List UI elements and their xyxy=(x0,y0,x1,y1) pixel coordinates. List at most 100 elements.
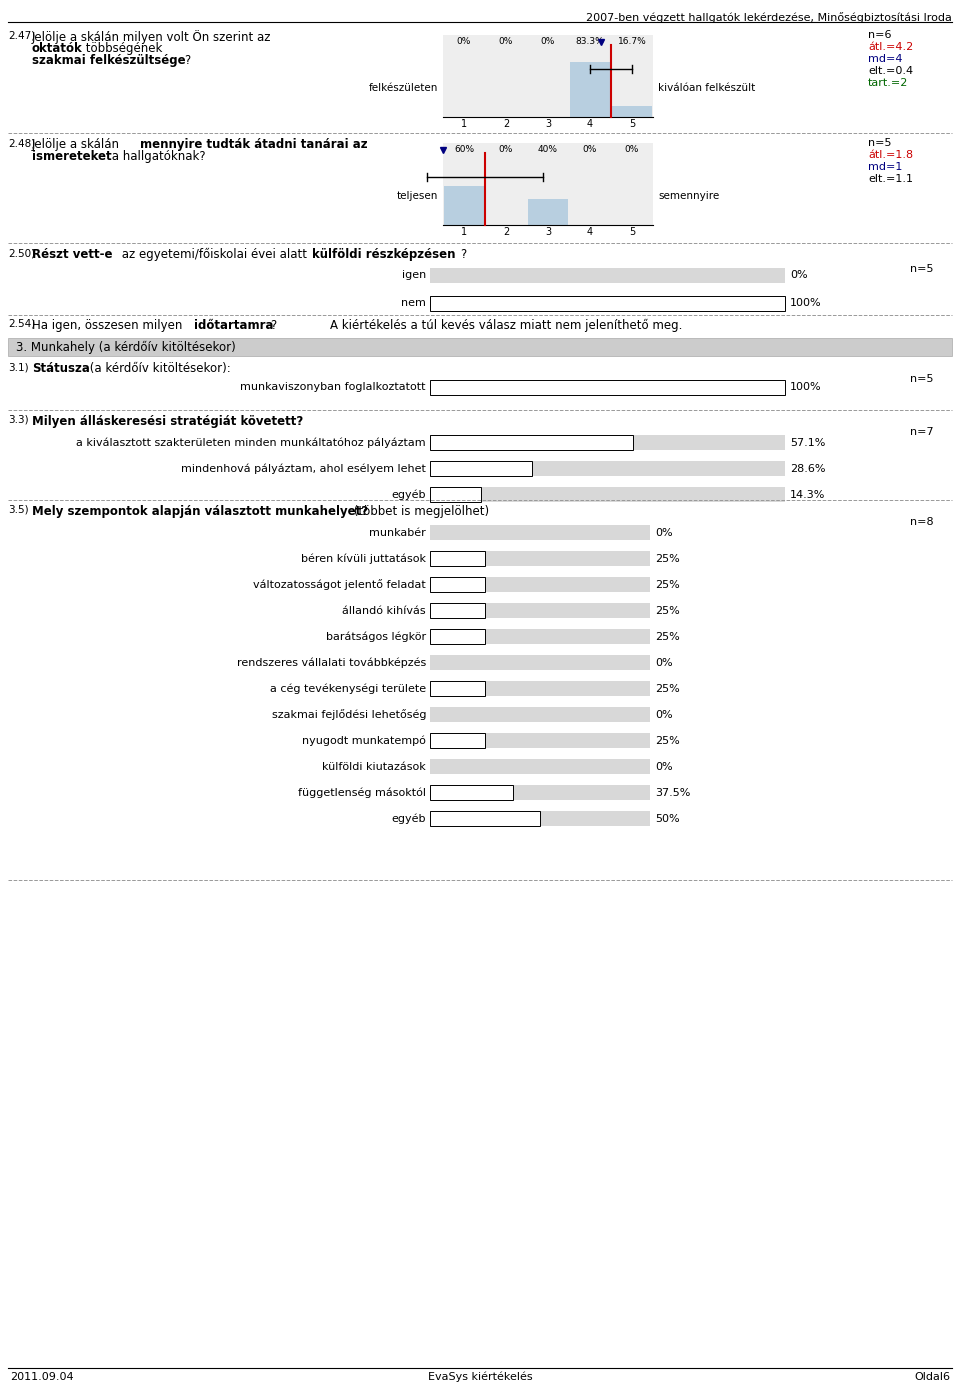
Text: 5: 5 xyxy=(629,227,636,237)
Text: 25%: 25% xyxy=(655,632,680,642)
Text: 3.3): 3.3) xyxy=(8,414,29,425)
Text: 25%: 25% xyxy=(655,735,680,745)
Text: külföldi részképzésen: külföldi részképzésen xyxy=(312,248,455,261)
Text: 14.3%: 14.3% xyxy=(790,490,826,499)
Text: 1: 1 xyxy=(461,119,468,128)
Text: (többet is megjelölhet): (többet is megjelölhet) xyxy=(350,505,490,518)
Bar xyxy=(430,379,785,395)
Bar xyxy=(430,551,650,566)
Text: mennyire tudták átadni tanárai az: mennyire tudták átadni tanárai az xyxy=(140,138,368,151)
Bar xyxy=(430,656,650,670)
Text: n=6: n=6 xyxy=(868,31,892,40)
Text: teljesen: teljesen xyxy=(396,191,438,201)
Bar xyxy=(430,759,650,774)
Text: 16.7%: 16.7% xyxy=(617,38,646,46)
Text: 100%: 100% xyxy=(790,299,822,308)
Text: függetlenség másoktól: függetlenség másoktól xyxy=(298,787,426,798)
Bar xyxy=(612,106,652,117)
Bar xyxy=(430,460,785,476)
Bar xyxy=(443,144,653,225)
Bar xyxy=(430,732,485,748)
Text: 2: 2 xyxy=(503,119,509,128)
Bar xyxy=(430,681,485,696)
Text: Oldal6: Oldal6 xyxy=(914,1373,950,1382)
Text: rendszeres vállalati továbbképzés: rendszeres vállalati továbbképzés xyxy=(237,657,426,668)
Text: 3.1): 3.1) xyxy=(8,361,29,372)
Text: EvaSys kiértékelés: EvaSys kiértékelés xyxy=(428,1373,532,1382)
Text: nyugodt munkatempó: nyugodt munkatempó xyxy=(302,735,426,746)
Text: mindenhová pályáztam, ahol esélyem lehet: mindenhová pályáztam, ahol esélyem lehet xyxy=(181,463,426,474)
Text: n=5: n=5 xyxy=(868,138,892,148)
Bar xyxy=(430,603,650,618)
Text: 4: 4 xyxy=(587,119,593,128)
Text: 25%: 25% xyxy=(655,684,680,693)
Text: 25%: 25% xyxy=(655,605,680,615)
Text: 28.6%: 28.6% xyxy=(790,463,826,473)
Text: 0%: 0% xyxy=(655,762,673,771)
Text: 3: 3 xyxy=(545,119,551,128)
Text: ?: ? xyxy=(460,248,467,261)
Text: 50%: 50% xyxy=(655,813,680,823)
Text: 2.50): 2.50) xyxy=(8,248,36,258)
Text: 0%: 0% xyxy=(655,710,673,720)
Text: 2.47): 2.47) xyxy=(8,31,36,40)
Text: oktatók: oktatók xyxy=(32,42,83,54)
Text: 0%: 0% xyxy=(790,271,807,280)
Bar xyxy=(430,487,785,502)
Text: 2.54): 2.54) xyxy=(8,319,36,329)
Bar xyxy=(430,296,785,311)
Text: állandó kihívás: állandó kihívás xyxy=(343,605,426,615)
Bar xyxy=(430,460,532,476)
Bar xyxy=(430,379,785,395)
Bar xyxy=(528,198,568,225)
Text: 100%: 100% xyxy=(790,382,822,392)
Text: 3.5): 3.5) xyxy=(8,505,29,515)
Bar xyxy=(430,268,785,283)
Bar xyxy=(430,603,485,618)
Bar xyxy=(430,578,485,591)
Text: a cég tevékenységi területe: a cég tevékenységi területe xyxy=(270,684,426,693)
Text: 0%: 0% xyxy=(655,657,673,667)
Text: 83.3%: 83.3% xyxy=(576,38,605,46)
Text: 0%: 0% xyxy=(540,38,555,46)
Text: Részt vett-e: Részt vett-e xyxy=(32,248,112,261)
Text: külföldi kiutazások: külföldi kiutazások xyxy=(323,762,426,771)
Text: többségének: többségének xyxy=(82,42,166,54)
Text: 40%: 40% xyxy=(538,145,558,153)
Text: Jelölje a skálán milyen volt Ön szerint az: Jelölje a skálán milyen volt Ön szerint … xyxy=(32,31,276,45)
Bar xyxy=(430,785,513,799)
Text: 0%: 0% xyxy=(625,145,639,153)
Text: munkaviszonyban foglalkoztatott: munkaviszonyban foglalkoztatott xyxy=(241,382,426,392)
Text: az egyetemi/főiskolai évei alatt: az egyetemi/főiskolai évei alatt xyxy=(118,248,311,261)
Bar xyxy=(8,338,952,356)
Text: semennyire: semennyire xyxy=(658,191,719,201)
Text: Jelölje a skálán: Jelölje a skálán xyxy=(32,138,124,151)
Bar xyxy=(430,296,785,311)
Bar xyxy=(570,63,610,117)
Text: igen: igen xyxy=(401,271,426,280)
Text: 25%: 25% xyxy=(655,554,680,564)
Text: 4: 4 xyxy=(587,227,593,237)
Bar xyxy=(430,810,540,826)
Text: átl.=1.8: átl.=1.8 xyxy=(868,151,913,160)
Text: Státusza: Státusza xyxy=(32,361,90,375)
Text: ismereteket: ismereteket xyxy=(32,151,111,163)
Text: szakmai felkészültsége: szakmai felkészültsége xyxy=(32,54,185,67)
Text: md=1: md=1 xyxy=(868,162,902,172)
Text: 5: 5 xyxy=(629,119,636,128)
Text: Milyen álláskeresési stratégiát követett?: Milyen álláskeresési stratégiát követett… xyxy=(32,414,303,428)
Text: 0%: 0% xyxy=(655,527,673,537)
Bar xyxy=(430,551,485,566)
Bar xyxy=(430,525,650,540)
Text: nem: nem xyxy=(401,299,426,308)
Bar xyxy=(430,629,650,644)
Text: 3: 3 xyxy=(545,227,551,237)
Bar xyxy=(430,435,785,451)
Text: 60%: 60% xyxy=(454,145,474,153)
Bar xyxy=(443,35,653,117)
Text: változatosságot jelentő feladat: változatosságot jelentő feladat xyxy=(253,579,426,590)
Text: n=8: n=8 xyxy=(910,518,934,527)
Text: a kiválasztott szakterületen minden munkáltatóhoz pályáztam: a kiválasztott szakterületen minden munk… xyxy=(77,437,426,448)
Text: a hallgatóknak?: a hallgatóknak? xyxy=(108,151,205,163)
Text: 0%: 0% xyxy=(457,38,471,46)
